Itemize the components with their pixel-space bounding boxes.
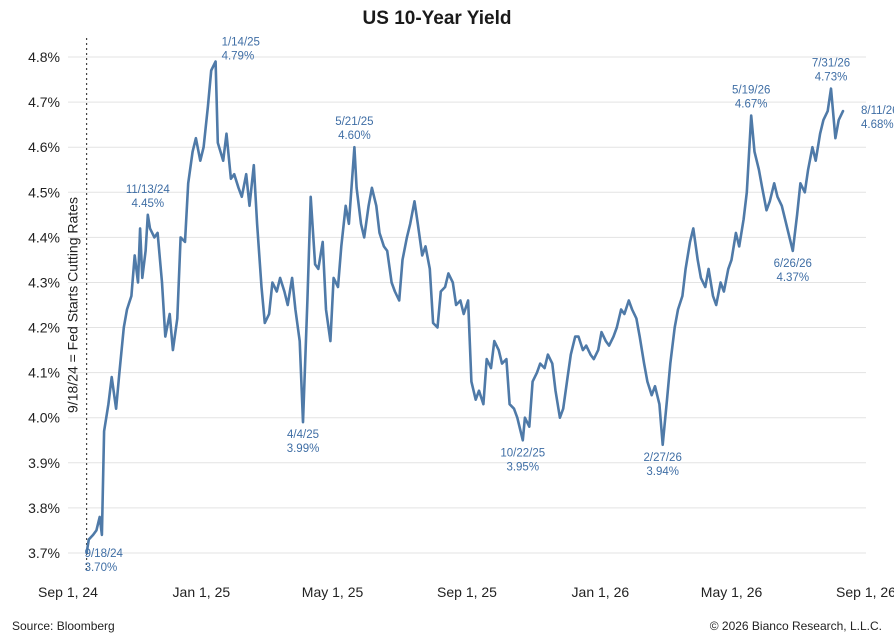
y-tick-label: 4.8% <box>28 49 60 65</box>
x-tick-label: Sep 1, 25 <box>437 584 497 600</box>
y-axis-ticks: 3.7% 3.8% 3.9% 4.0% 4.1% 4.2% 4.3% 4.4% 4.5% 4.6%… <box>28 49 60 561</box>
y-tick-label: 4.0% <box>28 410 60 426</box>
annotation-date: 10/22/25 <box>500 447 545 459</box>
annotation-date: 1/14/25 <box>222 37 260 49</box>
x-tick-label: May 1, 25 <box>302 584 364 600</box>
y-tick-label: 3.7% <box>28 545 60 561</box>
source-note: Source: Bloomberg <box>12 619 115 633</box>
annotation-value: 3.94% <box>646 466 679 478</box>
fed-cut-marker-label: 9/18/24 = Fed Starts Cutting Rates <box>65 197 81 413</box>
y-tick-label: 3.9% <box>28 455 60 471</box>
annotation-value: 3.95% <box>506 461 539 473</box>
annotation-value: 3.70% <box>85 562 118 574</box>
y-tick-label: 4.1% <box>28 365 60 381</box>
annotation-date: 9/18/24 <box>85 548 124 560</box>
annotation-date: 7/31/26 <box>812 58 850 70</box>
annotation-date: 2/27/26 <box>643 452 681 464</box>
annotation-date: 4/4/25 <box>287 429 319 441</box>
y-tick-label: 4.5% <box>28 184 60 200</box>
annotation-value: 4.60% <box>338 130 371 142</box>
y-tick-label: 4.2% <box>28 320 60 336</box>
x-tick-label: May 1, 26 <box>701 584 763 600</box>
annotation-date: 8/11/26 <box>861 105 894 117</box>
y-tick-label: 4.3% <box>28 274 60 290</box>
x-tick-label: Sep 1, 26 <box>836 584 894 600</box>
copyright-note: © 2026 Bianco Research, L.L.C. <box>710 619 882 633</box>
annotation-value: 4.45% <box>131 198 164 210</box>
gridlines <box>68 56 866 554</box>
annotations: 9/18/24 3.70% 11/13/24 4.45% 1/14/25 4.79% 4/4… <box>85 37 894 574</box>
y-tick-label: 3.8% <box>28 500 60 516</box>
annotation-date: 5/19/26 <box>732 85 770 97</box>
x-tick-label: Sep 1, 24 <box>38 584 98 600</box>
annotation-value: 4.67% <box>735 99 768 111</box>
annotation-date: 6/26/26 <box>774 258 812 270</box>
annotation-date: 5/21/25 <box>335 116 373 128</box>
annotation-value: 4.73% <box>815 72 848 84</box>
x-tick-label: Jan 1, 25 <box>173 584 231 600</box>
annotation-value: 4.37% <box>776 272 809 284</box>
annotation-value: 4.79% <box>222 51 255 63</box>
annotation-value: 3.99% <box>287 443 320 455</box>
chart-title: US 10-Year Yield <box>363 8 512 29</box>
annotation-date: 11/13/24 <box>126 184 171 196</box>
x-tick-label: Jan 1, 26 <box>572 584 630 600</box>
yield-series-line <box>85 60 845 555</box>
y-tick-label: 4.7% <box>28 94 60 110</box>
annotation-value: 4.68% <box>861 119 894 131</box>
y-tick-label: 4.6% <box>28 139 60 155</box>
y-tick-label: 4.4% <box>28 229 60 245</box>
x-axis-ticks: Sep 1, 24 Jan 1, 25 May 1, 25 Sep 1, 25 Jan … <box>38 584 894 600</box>
